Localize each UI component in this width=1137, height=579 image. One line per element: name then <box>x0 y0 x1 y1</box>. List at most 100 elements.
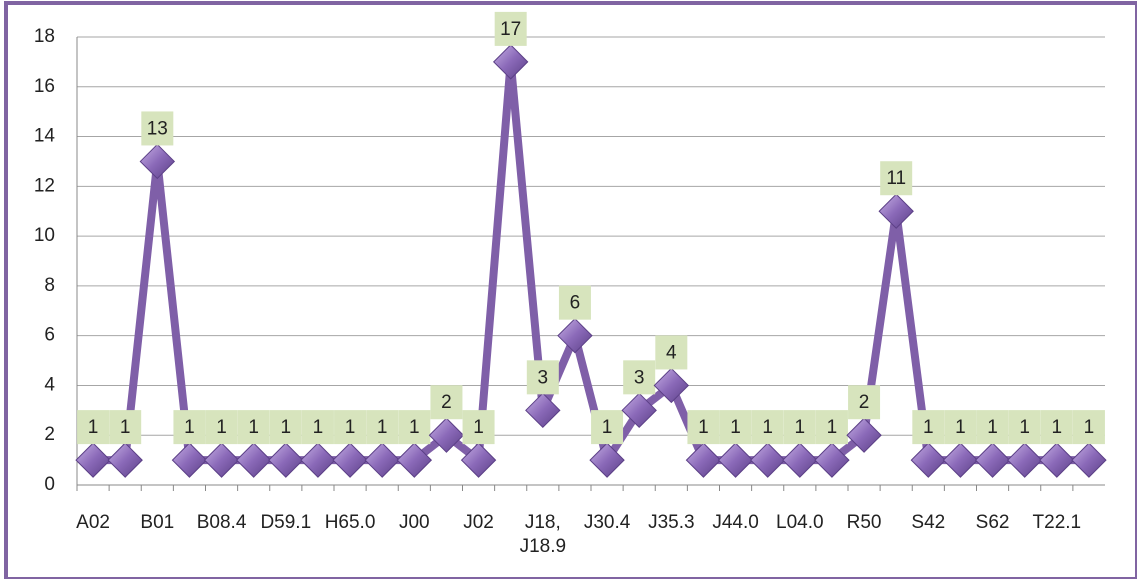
marker <box>107 442 143 478</box>
data-label: 1 <box>473 417 484 438</box>
marker <box>974 442 1011 478</box>
marker <box>557 317 593 354</box>
x-tick-label: L04.0 <box>776 512 824 533</box>
marker <box>139 143 176 180</box>
marker <box>268 442 304 478</box>
data-label-bg <box>880 161 913 196</box>
marker <box>621 392 657 429</box>
data-label: 13 <box>147 118 168 139</box>
y-tick-label: 12 <box>34 175 55 196</box>
data-label: 1 <box>409 417 420 438</box>
data-label-bg <box>751 410 784 445</box>
x-tick-label: T22.1 <box>1032 512 1082 533</box>
marker <box>846 417 882 453</box>
marker <box>235 442 272 478</box>
x-tick-label: D59.1 <box>260 512 312 533</box>
marker <box>203 442 240 478</box>
x-tick-label: B08.4 <box>196 512 247 533</box>
data-label-bg <box>269 410 302 445</box>
data-label-bg <box>398 410 431 445</box>
marker <box>460 442 497 478</box>
marker <box>1006 442 1043 478</box>
x-tick-label: J30.4 <box>583 512 631 533</box>
x-tick-label: B01 <box>140 512 175 533</box>
data-label-bg <box>494 11 527 46</box>
data-label: 17 <box>500 19 521 40</box>
data-label: 1 <box>88 417 99 438</box>
data-label: 1 <box>923 417 934 438</box>
data-label-bg <box>848 385 881 420</box>
y-tick-label: 8 <box>44 275 55 296</box>
data-label: 4 <box>666 342 677 363</box>
x-tick-label: R50 <box>846 512 882 533</box>
marker <box>364 442 400 478</box>
x-tick-label: S42 <box>911 512 946 533</box>
data-label: 1 <box>987 417 998 438</box>
data-label-bg <box>430 385 463 420</box>
x-tick-label: J00 <box>398 512 430 533</box>
data-label-bg <box>719 410 752 445</box>
data-label-bg <box>1040 410 1073 445</box>
y-tick-label: 16 <box>34 76 55 97</box>
marker <box>1039 442 1075 478</box>
data-label-bg <box>623 360 656 395</box>
marker <box>749 442 786 478</box>
data-label-bg <box>109 410 142 445</box>
data-label: 1 <box>1019 417 1030 438</box>
marker <box>428 417 465 453</box>
marker <box>332 442 368 478</box>
marker <box>300 442 336 478</box>
data-label: 2 <box>441 392 452 413</box>
data-label-bg <box>334 410 367 445</box>
y-tick-label: 18 <box>34 26 55 47</box>
data-label-bg <box>366 410 399 445</box>
marker <box>75 442 111 478</box>
data-label-bg <box>1008 410 1041 445</box>
marker <box>171 442 208 478</box>
data-label: 6 <box>570 293 581 314</box>
data-label-bg <box>655 335 688 370</box>
marker <box>814 442 850 478</box>
data-label-bg <box>912 410 945 445</box>
data-label: 1 <box>730 417 741 438</box>
data-label: 1 <box>698 417 709 438</box>
y-tick-label: 2 <box>44 424 55 445</box>
data-label-bg <box>173 410 206 445</box>
data-label: 1 <box>313 417 324 438</box>
data-label-bg <box>815 410 848 445</box>
data-label: 1 <box>345 417 356 438</box>
marker <box>782 442 818 478</box>
data-line <box>93 57 1089 465</box>
data-label: 3 <box>634 367 645 388</box>
y-tick-label: 10 <box>34 225 55 246</box>
data-label-bg <box>526 360 559 395</box>
data-label: 1 <box>216 417 227 438</box>
marker <box>942 442 979 478</box>
data-label: 11 <box>886 168 906 189</box>
x-tick-label: J35.3 <box>648 512 695 533</box>
data-label-bg <box>976 410 1009 445</box>
data-label-bg <box>944 410 977 445</box>
data-label-bg <box>558 285 591 320</box>
data-label-bg <box>301 410 334 445</box>
frame-border <box>4 1 1137 579</box>
data-label: 1 <box>248 417 259 438</box>
data-label: 1 <box>120 417 131 438</box>
marker <box>878 193 914 229</box>
data-label-bg <box>141 111 174 146</box>
marker <box>589 442 625 478</box>
data-label-bg <box>783 410 816 445</box>
data-label-bg <box>77 410 110 445</box>
data-label: 1 <box>184 417 195 438</box>
data-label-bg <box>237 410 270 445</box>
y-tick-label: 6 <box>44 325 55 346</box>
data-label: 1 <box>1084 417 1095 438</box>
data-label: 1 <box>1052 417 1063 438</box>
marker <box>685 442 722 478</box>
marker <box>396 442 433 478</box>
x-tick-label: S62 <box>975 512 1010 533</box>
data-label-bg <box>205 410 238 445</box>
marker <box>492 44 529 80</box>
